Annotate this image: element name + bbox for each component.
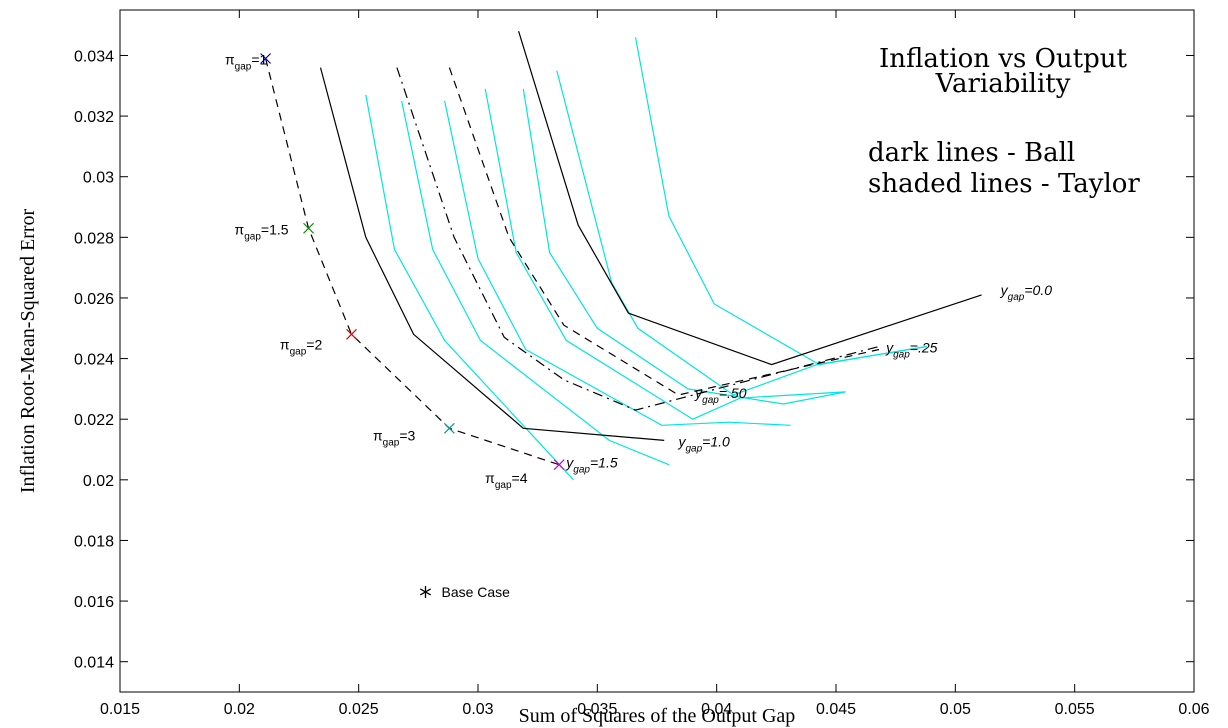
pi-gap-label-0: πgap=1 (225, 52, 268, 73)
y-axis-title: Inflation Root-Mean-Squared Error (17, 208, 39, 493)
taylor-line-2 (444, 100, 791, 426)
y-gap-label-2: ygap=.50 (694, 385, 747, 406)
x-marker-4 (553, 459, 565, 471)
pi-gap-frontier-line (265, 58, 560, 466)
x-tick-label-2: 0.025 (339, 701, 379, 718)
pi-gap-label-3: πgap=3 (373, 427, 416, 448)
y-tick-label-5: 0.024 (74, 352, 114, 369)
y-tick-label-3: 0.02 (83, 473, 114, 490)
y-tick-label-6: 0.026 (74, 291, 114, 308)
y-tick-label-2: 0.018 (74, 533, 114, 550)
x-tick-label-4: 0.035 (577, 701, 617, 718)
taylor-line-6 (634, 37, 927, 366)
chart-note-title-line2: Variability (935, 69, 1071, 99)
y-tick-label-0: 0.014 (74, 655, 114, 672)
y-tick-label-7: 0.028 (74, 230, 114, 247)
taylor-line-0 (365, 94, 574, 481)
y-tick-label-10: 0.034 (74, 48, 114, 65)
y-gap-label-3: ygap=1.0 (677, 433, 730, 454)
y-gap-label-4: ygap=1.5 (565, 455, 618, 476)
base-case-label: Base Case (441, 584, 510, 600)
x-marker-0 (260, 53, 272, 64)
taylor-line-4 (522, 88, 846, 405)
pi-gap-label-1: πgap=1.5 (235, 221, 289, 242)
y-tick-label-1: 0.016 (74, 594, 114, 611)
x-tick-label-3: 0.03 (462, 701, 493, 718)
x-tick-label-8: 0.055 (1055, 701, 1095, 718)
x-marker-2 (346, 328, 357, 340)
x-tick-label-9: 0.06 (1178, 701, 1209, 718)
x-marker-3 (443, 422, 455, 434)
pi-gap-label-4: πgap=4 (485, 470, 528, 491)
point-markers: Base Case (260, 53, 565, 600)
x-tick-label-0: 0.015 (100, 701, 140, 718)
axis-ticks: 0.015 0.02 0.025 0.03 0.035 0.04 0.045 0.05 0.05… (74, 10, 1210, 718)
chart-note-title-line1: Inflation vs Output (879, 44, 1127, 74)
y-tick-label-8: 0.03 (83, 170, 114, 187)
pi-gap-label-2: πgap=2 (280, 336, 323, 357)
x-tick-label-6: 0.045 (816, 701, 856, 718)
x-axis-title: Sum of Squares of the Output Gap (519, 705, 796, 727)
x-tick-label-7: 0.05 (940, 701, 971, 718)
series-lines (265, 31, 982, 481)
legend-note-taylor: shaded lines - Taylor (868, 169, 1140, 199)
y-tick-label-4: 0.022 (74, 412, 114, 429)
ball-line-0 (319, 67, 665, 441)
x-tick-label-1: 0.02 (224, 701, 255, 718)
taylor-line-3 (484, 88, 846, 420)
x-tick-label-5: 0.04 (701, 701, 732, 718)
ball-line-2 (448, 67, 880, 396)
y-tick-label-9: 0.032 (74, 109, 114, 126)
x-marker-1 (303, 222, 314, 234)
curve-labels: πgap=1 πgap=1.5 πgap=2 πgap=3 πgap=4 ygap=0.0… (225, 52, 1052, 491)
ball-line-3 (518, 31, 982, 366)
y-gap-label-0: ygap=0.0 (1000, 282, 1053, 303)
y-gap-label-1: ygap=.25 (885, 340, 938, 361)
base-case-marker (419, 585, 432, 598)
taylor-line-1 (401, 100, 670, 466)
legend-note-ball: dark lines - Ball (868, 138, 1075, 168)
plot-frame (119, 9, 1195, 693)
